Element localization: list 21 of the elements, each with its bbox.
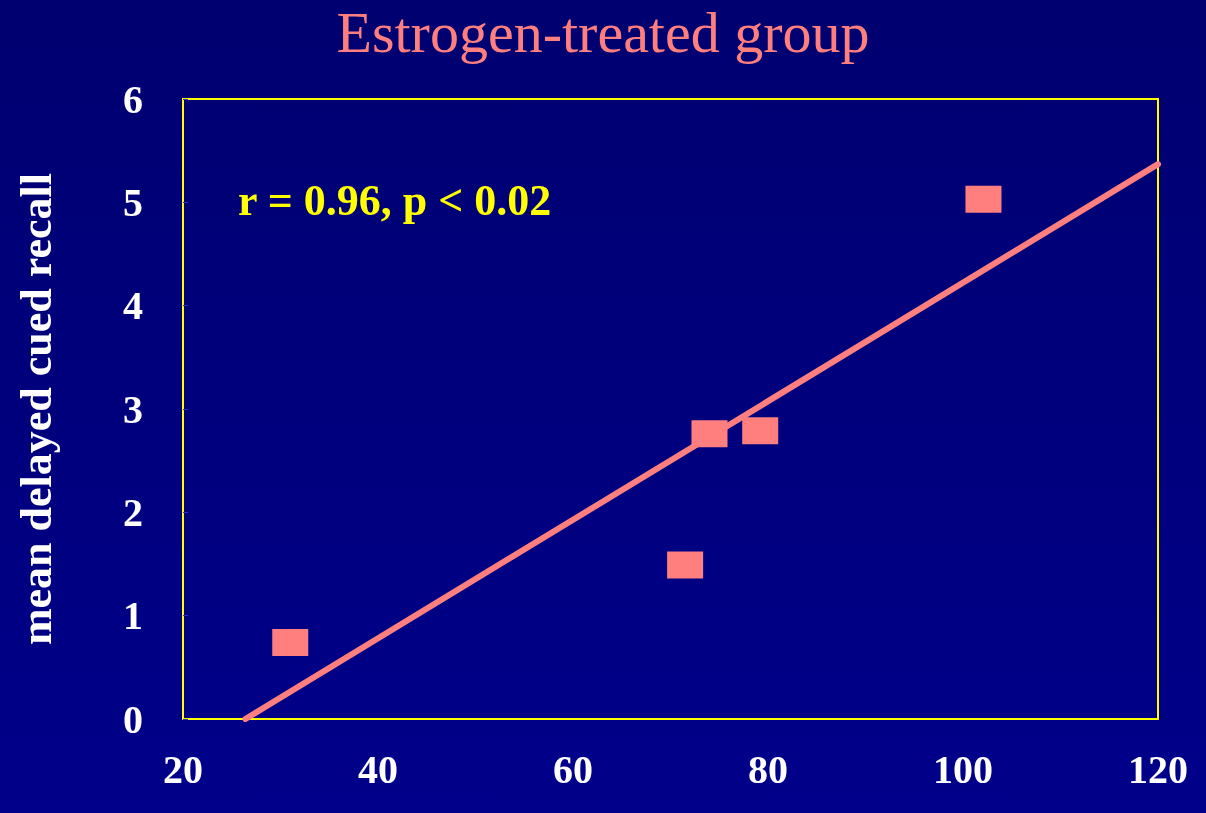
chart-title: Estrogen-treated group bbox=[336, 0, 870, 65]
y-tick-label: 4 bbox=[123, 283, 143, 329]
y-tick-label: 6 bbox=[123, 76, 143, 122]
x-tick-label: 40 bbox=[358, 746, 398, 792]
point bbox=[272, 629, 309, 657]
point bbox=[742, 417, 779, 445]
y-tick-label: 0 bbox=[123, 696, 143, 742]
point bbox=[691, 420, 728, 448]
point bbox=[965, 185, 1002, 213]
x-tick-label: 80 bbox=[748, 746, 788, 792]
y-tick-label: 5 bbox=[123, 179, 143, 225]
x-tick-label: 60 bbox=[553, 746, 593, 792]
point bbox=[667, 551, 704, 579]
x-tick-label: 120 bbox=[1128, 746, 1188, 792]
y-tick-label: 1 bbox=[123, 593, 143, 639]
x-tick-label: 20 bbox=[163, 746, 203, 792]
y-tick-label: 2 bbox=[123, 489, 143, 535]
y-axis-title: mean delayed cued recall bbox=[11, 172, 61, 646]
x-tick-label: 100 bbox=[933, 746, 993, 792]
y-tick-label: 3 bbox=[123, 386, 143, 432]
annotation: r = 0.96, p < 0.02 bbox=[238, 175, 552, 225]
